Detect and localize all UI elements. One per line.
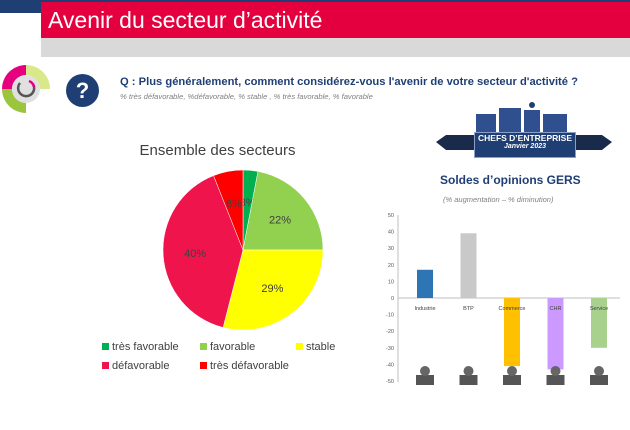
- legend-item: très défavorable: [200, 360, 289, 372]
- pie-slice-favorable: [242, 171, 324, 251]
- logo-ring-icon: [2, 65, 50, 113]
- pie-slice-défavorable: [162, 175, 244, 328]
- x-tick-label: Service: [590, 306, 608, 312]
- legend-item: favorable: [200, 341, 255, 353]
- legend-item: très favorable: [102, 341, 179, 353]
- shopping-cart-icon: [503, 366, 521, 385]
- pie-data-label: 22%: [269, 214, 291, 226]
- y-tick-label: 40: [388, 230, 394, 236]
- y-tick-label: 10: [388, 279, 394, 285]
- pie-chart: 3%22%29%40%6%: [162, 169, 324, 331]
- legend-item: stable: [296, 341, 335, 353]
- legend-label: favorable: [210, 341, 256, 353]
- bar-title: Soldes d’opinions GERS: [440, 173, 581, 187]
- legend-label: très favorable: [112, 341, 179, 353]
- legend-label: stable: [306, 341, 336, 353]
- bar-chart: 50 40 30 20 10 0 -10 -20 -30 -40 -50 Industrie BTP Co…: [386, 213, 620, 385]
- x-tick-label: BTP: [463, 306, 474, 312]
- title-underband: [41, 38, 630, 57]
- plate-cutlery-icon: [546, 366, 565, 385]
- top-band: [0, 0, 630, 3]
- pie-data-label: 29%: [261, 283, 283, 295]
- question-mark-icon: ?: [66, 74, 99, 107]
- legend-swatch: [200, 343, 207, 350]
- pie-data-label: 6%: [226, 198, 242, 210]
- page-title: Avenir du secteur d’activité: [41, 2, 630, 38]
- bar-subtitle: (% augmentation – % diminution): [443, 195, 554, 204]
- badge-title: CHEFS D’ENTREPRISE: [478, 133, 572, 143]
- x-tick-label: Industrie: [414, 306, 435, 312]
- y-tick-label: -30: [386, 346, 394, 352]
- chefs-entreprise-badge: CHEFS D’ENTREPRISE Janvier 2023: [436, 100, 612, 160]
- buildings-icon: [436, 102, 612, 150]
- y-tick-label: 30: [388, 246, 394, 252]
- bar-Service: [591, 298, 607, 348]
- y-tick-label: -40: [386, 362, 394, 368]
- legend-swatch: [102, 343, 109, 350]
- bar-Commerce: [504, 298, 520, 367]
- y-tick-label: 0: [391, 296, 394, 302]
- y-tick-label: -20: [386, 329, 394, 335]
- legend-swatch: [102, 362, 109, 369]
- pie-legend: très favorable favorable stable défavora…: [100, 341, 360, 376]
- call-center-person-icon: [590, 366, 608, 385]
- bar-Industrie: [417, 269, 433, 298]
- pie-slice-stable: [222, 249, 324, 331]
- y-tick-label: 50: [388, 213, 394, 219]
- x-tick-label: Commerce: [499, 306, 526, 312]
- legend-label: très défavorable: [210, 360, 289, 372]
- x-tick-label: CHR: [550, 306, 562, 312]
- factory-icon: [416, 366, 434, 385]
- y-tick-label: -10: [386, 313, 394, 319]
- bar-BTP: [460, 233, 477, 298]
- question-subtitle: % très défavorable, %défavorable, % stab…: [120, 92, 373, 101]
- badge-date: Janvier 2023: [503, 143, 547, 150]
- y-tick-label: -50: [386, 379, 394, 385]
- bar-CHR: [547, 298, 564, 370]
- y-tick-label: 20: [388, 263, 394, 269]
- excavator-icon: [459, 366, 478, 385]
- legend-label: défavorable: [112, 360, 170, 372]
- pie-data-label: 40%: [184, 248, 206, 260]
- pie-title: Ensemble des secteurs: [139, 142, 296, 159]
- question-text: Q : Plus généralement, comment considére…: [120, 76, 578, 88]
- legend-swatch: [200, 362, 207, 369]
- top-left-band: [0, 0, 42, 13]
- legend-swatch: [296, 343, 303, 350]
- legend-item: défavorable: [102, 360, 170, 372]
- pie-slice-très-défavorable: [213, 169, 244, 251]
